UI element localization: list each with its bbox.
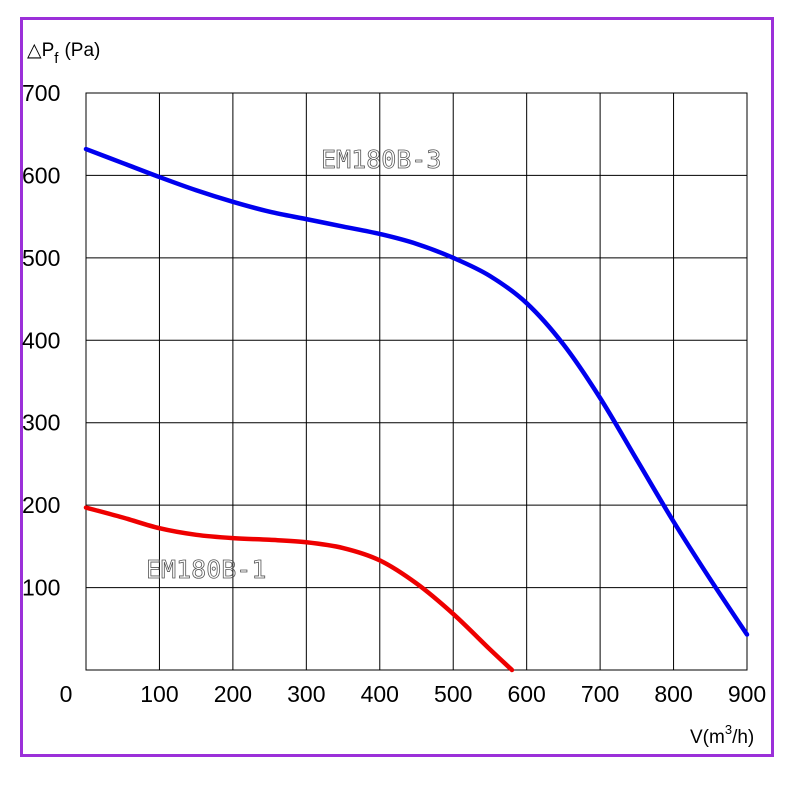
y-tick-label: 700 bbox=[22, 80, 60, 106]
y-axis-label: △Pf (Pa) bbox=[27, 40, 100, 67]
x-tick-label: 400 bbox=[361, 681, 399, 707]
x-tick-label: 800 bbox=[654, 681, 692, 707]
y-tick-label: 600 bbox=[22, 162, 60, 188]
series-labels: EM180B-3 EM180B-1 bbox=[146, 145, 442, 585]
series-line-em180b-1 bbox=[83, 505, 515, 673]
x-tick-label: 200 bbox=[214, 681, 252, 707]
series-lines bbox=[83, 146, 750, 673]
plot-area-border bbox=[85, 92, 748, 671]
y-tick-label: 100 bbox=[22, 575, 60, 601]
y-tick-label: 500 bbox=[22, 245, 60, 271]
x-axis-label: V(m3/h) bbox=[690, 722, 754, 748]
x-tick-label: 300 bbox=[287, 681, 325, 707]
tick-labels: 0 100 200 300 400 500 600 700 800 900 100 200 300 400… bbox=[22, 80, 766, 707]
x-tick-label: 600 bbox=[507, 681, 545, 707]
x-tick-label: 0 bbox=[60, 681, 73, 707]
x-tick-label: 900 bbox=[728, 681, 766, 707]
y-tick-label: 200 bbox=[22, 492, 60, 518]
series-label: EM180B-3 bbox=[321, 145, 441, 174]
chart-frame bbox=[20, 17, 774, 757]
series-label: EM180B-1 bbox=[146, 555, 266, 584]
y-tick-label: 400 bbox=[22, 327, 60, 353]
grid bbox=[85, 92, 748, 671]
x-tick-label: 500 bbox=[434, 681, 472, 707]
x-tick-label: 700 bbox=[581, 681, 619, 707]
x-tick-label: 100 bbox=[140, 681, 178, 707]
y-tick-label: 300 bbox=[22, 410, 60, 436]
